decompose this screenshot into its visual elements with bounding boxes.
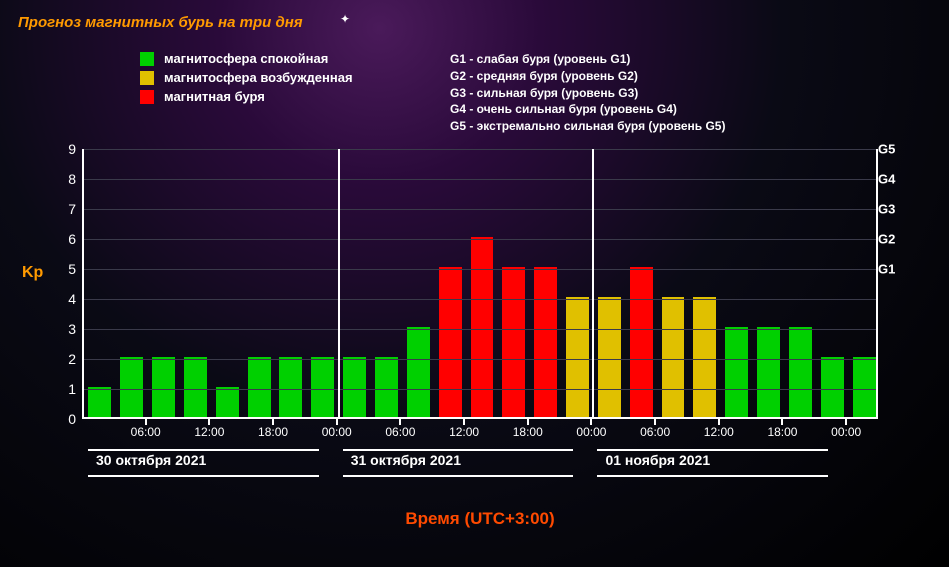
y-tick: 2 <box>68 351 76 367</box>
swatch-calm <box>140 52 154 66</box>
date-label: 30 октября 2021 <box>96 452 206 468</box>
kp-bar <box>248 357 271 417</box>
legend-item: магнитосфера возбужденная <box>140 70 450 85</box>
kp-bar <box>502 267 525 417</box>
kp-bar <box>184 357 207 417</box>
kp-bar <box>88 387 111 417</box>
kp-bar <box>725 327 748 417</box>
x-tick: 18:00 <box>767 425 797 439</box>
g-scale-line: G2 - средняя буря (уровень G2) <box>450 68 725 85</box>
g-scale-line: G3 - сильная буря (уровень G3) <box>450 85 725 102</box>
kp-bar <box>439 267 462 417</box>
kp-bar <box>630 267 653 417</box>
legend-label: магнитосфера спокойная <box>164 51 328 66</box>
y-tick: 4 <box>68 291 76 307</box>
date-label: 31 октября 2021 <box>351 452 461 468</box>
legend-item: магнитосфера спокойная <box>140 51 450 66</box>
x-tick: 12:00 <box>704 425 734 439</box>
legend-item: магнитная буря <box>140 89 450 104</box>
y-tick: 1 <box>68 381 76 397</box>
kp-bar <box>120 357 143 417</box>
kp-bar <box>821 357 844 417</box>
y-tick: 5 <box>68 261 76 277</box>
legend-left: магнитосфера спокойная магнитосфера возб… <box>140 51 450 135</box>
kp-bar <box>343 357 366 417</box>
g-tick: G5 <box>878 141 895 156</box>
x-tick: 18:00 <box>258 425 288 439</box>
g-scale-line: G1 - слабая буря (уровень G1) <box>450 51 725 68</box>
kp-bar <box>311 357 334 417</box>
bars-container <box>84 149 876 417</box>
x-tick: 06:00 <box>131 425 161 439</box>
x-tick: 18:00 <box>513 425 543 439</box>
swatch-excited <box>140 71 154 85</box>
plot-area <box>82 149 878 419</box>
y-tick: 7 <box>68 201 76 217</box>
x-tick: 12:00 <box>449 425 479 439</box>
swatch-storm <box>140 90 154 104</box>
kp-bar <box>662 297 685 417</box>
legend-g-scale: G1 - слабая буря (уровень G1) G2 - средн… <box>450 51 725 135</box>
g-ticks: G1G2G3G4G5 <box>878 149 906 419</box>
x-tick: 00:00 <box>322 425 352 439</box>
kp-bar <box>471 237 494 417</box>
y-ticks: 0123456789 <box>58 149 76 419</box>
kp-bar <box>407 327 430 417</box>
kp-bar <box>693 297 716 417</box>
y-tick: 0 <box>68 411 76 427</box>
y-axis-label: Kр <box>22 264 43 282</box>
kp-chart: Kр 0123456789 G1G2G3G4G5 06:0012:0018:00… <box>50 149 910 459</box>
kp-bar <box>375 357 398 417</box>
x-tick: 00:00 <box>576 425 606 439</box>
kp-bar <box>853 357 876 417</box>
legend-label: магнитная буря <box>164 89 265 104</box>
x-tick: 06:00 <box>640 425 670 439</box>
kp-bar <box>789 327 812 417</box>
x-tick: 00:00 <box>831 425 861 439</box>
kp-bar <box>566 297 589 417</box>
y-tick: 6 <box>68 231 76 247</box>
x-tick: 12:00 <box>194 425 224 439</box>
date-labels: 30 октября 2021 31 октября 2021 01 ноября … <box>82 449 878 477</box>
x-axis-title: Время (UTC+3:00) <box>50 509 910 529</box>
kp-bar <box>152 357 175 417</box>
kp-bar <box>598 297 621 417</box>
g-scale-line: G4 - очень сильная буря (уровень G4) <box>450 101 725 118</box>
g-tick: G1 <box>878 261 895 276</box>
kp-bar <box>216 387 239 417</box>
kp-bar <box>757 327 780 417</box>
page-title: Прогноз магнитных бурь на три дня <box>0 0 949 31</box>
g-tick: G4 <box>878 171 895 186</box>
y-tick: 9 <box>68 141 76 157</box>
g-tick: G3 <box>878 201 895 216</box>
kp-bar <box>534 267 557 417</box>
y-tick: 3 <box>68 321 76 337</box>
y-tick: 8 <box>68 171 76 187</box>
g-tick: G2 <box>878 231 895 246</box>
x-tick: 06:00 <box>385 425 415 439</box>
date-label: 01 ноября 2021 <box>605 452 710 468</box>
legend-block: магнитосфера спокойная магнитосфера возб… <box>0 51 949 135</box>
g-scale-line: G5 - экстремально сильная буря (уровень … <box>450 118 725 135</box>
legend-label: магнитосфера возбужденная <box>164 70 353 85</box>
kp-bar <box>279 357 302 417</box>
